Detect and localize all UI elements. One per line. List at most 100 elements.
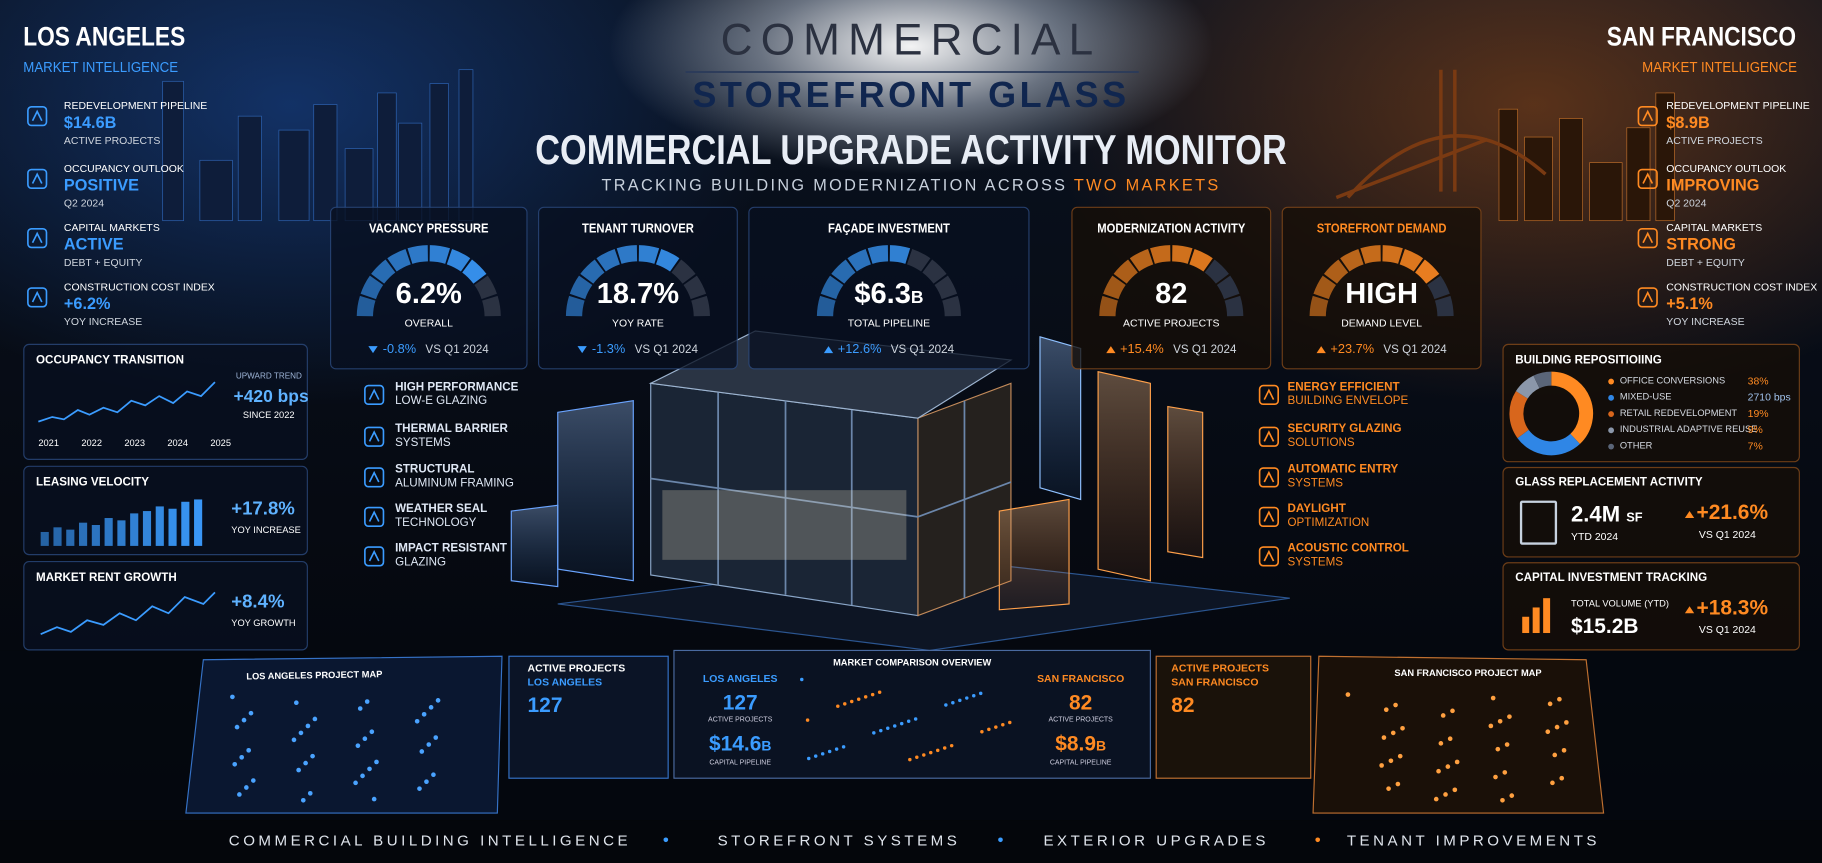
- gauge-value: $6.3B: [749, 278, 1028, 312]
- icon-glyph: [27, 168, 48, 189]
- screen: [673, 649, 1151, 779]
- map-dot: [362, 736, 368, 742]
- map-dot: [820, 752, 825, 756]
- gauge-caption: YOY RATE: [611, 317, 664, 329]
- spark-bar: [53, 527, 62, 546]
- stat-sub: ACTIVE PROJECTS: [63, 134, 161, 147]
- map-dot: [291, 737, 297, 743]
- gauge-segment: [474, 275, 497, 300]
- feature-line1: DAYLIGHT: [1287, 502, 1346, 516]
- panel: BUILDING REPOSITIOIING OFFICE CONVERSIONS…: [1502, 343, 1800, 463]
- footer-band: [0, 820, 1822, 863]
- icon-glyph: [1637, 106, 1658, 127]
- gauge-segment: [1204, 259, 1229, 284]
- comparison-title: MARKET COMPARISON OVERVIEW: [833, 657, 992, 668]
- footer-item: EXTERIOR UPGRADES: [1043, 831, 1269, 850]
- map-dot: [1564, 720, 1569, 725]
- bar-icon: [1543, 598, 1551, 634]
- change-arrow: [823, 346, 834, 354]
- map-dot: [929, 750, 933, 755]
- icon-glyph: [27, 106, 48, 127]
- footer-item: COMMERCIAL BUILDING INTELLIGENCE: [228, 831, 632, 850]
- map-dot: [813, 754, 818, 758]
- map-dot: [1438, 741, 1444, 746]
- compare-projects: 82: [1069, 691, 1093, 715]
- gauge-segment: [1189, 248, 1213, 272]
- gauge-compare: VS Q1 2024: [1383, 343, 1447, 357]
- map-dot: [248, 710, 254, 716]
- active-city: SAN FRANCISCO: [1171, 675, 1259, 688]
- stat-value: +6.2%: [63, 293, 111, 313]
- gauge-caption: OVERALL: [404, 317, 453, 329]
- gauge-segment: [1172, 245, 1193, 264]
- map-dot: [850, 699, 854, 704]
- map-dot: [421, 711, 427, 717]
- gauge-number: HIGH: [1345, 277, 1418, 311]
- glass-compare: VS Q1 2024: [1698, 528, 1756, 541]
- map-dot: [364, 699, 370, 704]
- map-dot: [230, 694, 235, 700]
- map-dot: [1502, 770, 1508, 775]
- gauge-compare: VS Q1 2024: [425, 343, 489, 357]
- icon-glyph: [364, 467, 385, 488]
- tower: [1559, 118, 1583, 222]
- city-name: SAN FRANCISCO: [1607, 20, 1797, 52]
- map-dot: [428, 705, 434, 710]
- gauge-segment: [462, 259, 487, 284]
- gauge: [1309, 245, 1454, 317]
- spark-bar: [181, 501, 190, 546]
- gauge-segment: [942, 295, 961, 317]
- map-dot: [1450, 708, 1455, 714]
- frame: [650, 392, 1012, 606]
- map-dot: [906, 719, 911, 724]
- icon: [1636, 105, 1659, 128]
- map-dot: [1493, 774, 1498, 780]
- interior-light: [662, 490, 907, 560]
- screen: [508, 655, 669, 779]
- capital-label: TOTAL VOLUME (YTD): [1571, 598, 1669, 609]
- year-label: 2023: [124, 437, 146, 449]
- gauge-segment: [655, 248, 680, 272]
- map-dot: [942, 746, 947, 750]
- stat-sub: DEBT + EQUITY: [1666, 256, 1745, 269]
- gauge-segment: [1360, 245, 1381, 264]
- panel-title: CAPITAL INVESTMENT TRACKING: [1515, 571, 1708, 585]
- skyline: [162, 69, 1675, 222]
- capital-compare: VS Q1 2024: [1698, 623, 1756, 636]
- feature-line2: SYSTEMS: [1287, 556, 1344, 570]
- change-arrow: [577, 346, 588, 354]
- spark-bar: [91, 524, 100, 546]
- pipeline-unit: B: [1095, 737, 1107, 754]
- map-dot: [1388, 758, 1394, 764]
- icon-glyph: [1258, 426, 1280, 447]
- icon: [363, 425, 386, 448]
- footer-item: STOREFRONT SYSTEMS: [717, 831, 961, 850]
- gauge-change-row: +15.4% VS Q1 2024: [1073, 343, 1271, 357]
- map-dot: [300, 797, 306, 803]
- map-dot: [870, 692, 875, 697]
- icon: [1636, 226, 1659, 249]
- map-dot: [1345, 692, 1351, 697]
- active-title: ACTIVE PROJECTS: [527, 662, 626, 674]
- glass-panel: [1167, 405, 1204, 559]
- screen-title: SAN FRANCISCO PROJECT MAP: [1394, 667, 1542, 679]
- map-dot: [1390, 730, 1396, 736]
- legend-value: 2710 bps: [1747, 391, 1791, 404]
- tower: [162, 80, 184, 222]
- spark-bar: [66, 529, 75, 546]
- legend-dot: [1608, 427, 1615, 434]
- map-dot: [892, 724, 897, 728]
- stat-sub: YOY INCREASE: [63, 315, 143, 328]
- panel-title: LEASING VELOCITY: [36, 476, 150, 489]
- gauge-compare: VS Q1 2024: [1173, 343, 1237, 357]
- map-dot: [1379, 763, 1384, 768]
- glass-change: +21.6%: [1696, 500, 1769, 524]
- map-dot: [994, 725, 998, 729]
- feature-line1: WEATHER SEAL: [395, 502, 488, 516]
- feature-line2: TECHNOLOGY: [395, 516, 477, 530]
- gauge-segment: [356, 295, 376, 317]
- gauge-segment: [671, 259, 696, 284]
- icon: [1257, 505, 1280, 528]
- compare-projects-label: ACTIVE PROJECTS: [1048, 716, 1113, 724]
- gauge-title: TENANT TURNOVER: [582, 221, 694, 236]
